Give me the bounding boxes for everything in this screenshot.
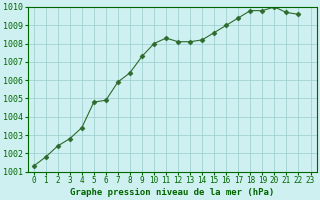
X-axis label: Graphe pression niveau de la mer (hPa): Graphe pression niveau de la mer (hPa) — [70, 188, 274, 197]
